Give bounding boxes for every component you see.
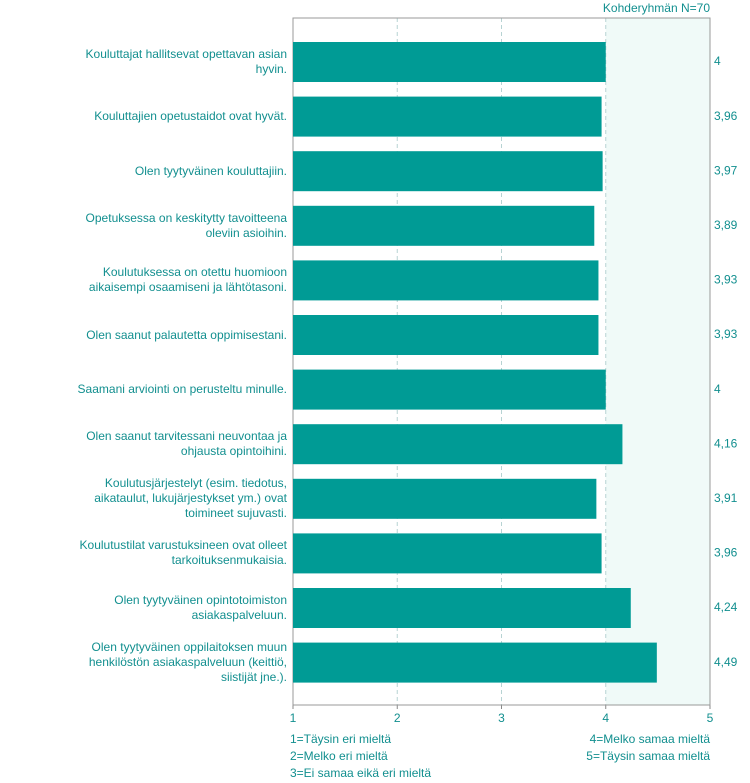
plot-border	[292, 17, 711, 706]
bar	[293, 642, 657, 683]
category-label: Kouluttajien opetustaidot ovat hyvät.	[94, 109, 287, 124]
value-label: 3,97	[714, 163, 738, 177]
x-tick-label: 3	[498, 711, 505, 725]
bar	[293, 533, 602, 574]
category-label: Olen tyytyväinen opintotoimiston asiakas…	[114, 593, 287, 622]
value-label: 3,89	[714, 218, 738, 232]
value-label: 3,96	[714, 546, 738, 560]
bar	[293, 588, 631, 628]
x-tick-label: 5	[707, 711, 714, 725]
scale-label: 3=Ei samaa eikä eri mieltä	[290, 766, 431, 780]
category-label: Kouluttajat hallitsevat opettavan asian …	[85, 47, 287, 76]
value-label: 3,93	[714, 327, 738, 341]
value-label: 4,16	[714, 436, 738, 450]
value-label: 3,91	[714, 491, 738, 505]
value-label: 4,24	[714, 600, 738, 614]
scale-label: 5=Täysin samaa mieltä	[586, 749, 710, 763]
category-label: Olen saanut tarvitessani neuvontaa ja oh…	[86, 429, 287, 459]
bar	[293, 96, 602, 137]
category-label: Saamani arviointi on perusteltu minulle.	[77, 382, 287, 397]
bar	[293, 205, 595, 246]
bar	[293, 260, 599, 301]
category-label: Olen tyytyväinen kouluttajiin.	[134, 163, 287, 178]
bar	[293, 315, 599, 355]
x-tick-label: 2	[394, 711, 401, 725]
chart-title: Kohderyhmän N=70	[603, 1, 710, 15]
scale-label: 2=Melko eri mieltä	[290, 749, 388, 763]
x-tick-label: 4	[602, 711, 609, 725]
bar	[293, 369, 606, 410]
scale-label: 1=Täysin eri mieltä	[290, 732, 391, 746]
bar	[293, 478, 597, 519]
value-label: 4,49	[714, 655, 738, 669]
category-label: Koulutusjärjestelyt (esim. tiedotus, aik…	[94, 476, 287, 521]
scale-label: 4=Melko samaa mieltä	[590, 732, 711, 746]
category-label: Opetuksessa on keskitytty tavoitteena ol…	[85, 210, 287, 240]
category-label: Olen tyytyväinen oppilaitoksen muun henk…	[88, 640, 287, 685]
category-label: Koulutustilat varustuksineen ovat olleet…	[79, 538, 287, 568]
category-label: Olen saanut palautetta oppimisestani.	[86, 327, 287, 342]
bar	[293, 42, 606, 82]
value-label: 4	[714, 54, 721, 68]
value-label: 3,93	[714, 273, 738, 287]
bar	[293, 424, 623, 465]
value-label: 4	[714, 382, 721, 396]
value-label: 3,96	[714, 109, 738, 123]
category-label: Koulutuksessa on otettu huomioon aikaise…	[88, 265, 287, 295]
x-tick-label: 1	[290, 711, 297, 725]
bar	[293, 151, 603, 192]
